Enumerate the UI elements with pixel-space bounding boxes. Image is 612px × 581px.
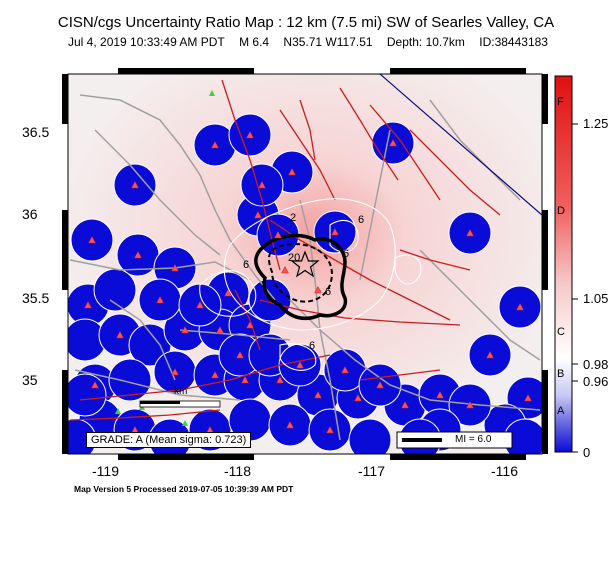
station-triangle xyxy=(354,393,362,402)
station-circle xyxy=(93,268,137,312)
colorbar-value-1-25: 1.25 xyxy=(583,116,609,131)
station-triangle xyxy=(436,390,444,399)
colorbar xyxy=(554,75,573,453)
lat-label-35-5: 35.5 xyxy=(22,290,50,306)
state-border xyxy=(379,74,542,216)
station-triangle xyxy=(466,400,474,409)
station-triangle xyxy=(224,288,232,297)
station-triangle xyxy=(331,227,339,236)
contour-label: 6 xyxy=(325,286,332,298)
mi-legend-label: MI = 6.0 xyxy=(455,434,492,445)
highways xyxy=(69,94,541,441)
lat-label-36: 36 xyxy=(22,206,38,222)
seismic-stations xyxy=(84,130,532,434)
station-triangle xyxy=(341,365,349,374)
lat-label-35: 35 xyxy=(22,372,38,388)
lon-label-117: -117 xyxy=(358,463,385,479)
station-triangle xyxy=(281,265,289,274)
colorbar-value-0: 0 xyxy=(583,445,591,460)
station-triangle xyxy=(116,330,124,339)
station-triangle xyxy=(401,400,409,409)
station-triangle xyxy=(241,375,249,384)
station-triangle xyxy=(211,140,219,149)
event-location: N35.71 W117.51 xyxy=(283,35,373,49)
colorbar-value-0-96: 0.96 xyxy=(583,374,609,389)
station-triangle xyxy=(246,320,254,329)
station-triangle xyxy=(216,325,224,334)
contour-label: 6 xyxy=(343,248,350,260)
station-triangle xyxy=(246,130,254,139)
station-circle xyxy=(108,358,152,402)
grade-label: GRADE: A (Mean sigma: 0.723) xyxy=(86,432,252,448)
colorbar-value-1-05: 1.05 xyxy=(583,291,609,306)
contour-label: 6 xyxy=(309,340,316,352)
map-title: CISN/cgs Uncertainty Ratio Map : 12 km (… xyxy=(57,14,555,31)
station-triangle xyxy=(181,325,189,334)
station-triangle xyxy=(389,138,397,147)
station-circle xyxy=(348,418,392,454)
colorbar-grade-d: D xyxy=(557,205,565,217)
scale-bar-label: km xyxy=(174,386,188,397)
colorbar-grade-f: F xyxy=(557,96,564,108)
station-triangle xyxy=(314,285,322,294)
contour-label: 6 xyxy=(243,259,250,271)
epicenter-star xyxy=(290,250,320,278)
station-triangle xyxy=(288,167,296,176)
station-triangle xyxy=(171,367,179,376)
lon-label-118: -118 xyxy=(224,463,251,479)
station-triangle xyxy=(376,380,384,389)
station-triangle xyxy=(274,230,282,239)
station-triangle xyxy=(286,420,294,429)
station-triangle xyxy=(196,300,204,309)
station-triangle xyxy=(211,370,219,379)
station-triangle xyxy=(276,375,284,384)
green-stations xyxy=(115,90,215,426)
station-triangle xyxy=(156,295,164,304)
station-triangle xyxy=(91,380,99,389)
station-triangle xyxy=(516,302,524,311)
station-triangle xyxy=(171,263,179,272)
station-triangle xyxy=(486,350,494,359)
event-datetime: Jul 4, 2019 10:33:49 AM PDT xyxy=(68,35,225,49)
event-id: ID:38443183 xyxy=(479,35,548,49)
lon-label-119: -119 xyxy=(92,463,119,479)
contour-label: 20 xyxy=(288,252,301,264)
contour-label: 2 xyxy=(290,212,297,224)
station-triangle xyxy=(258,180,266,189)
station-triangle xyxy=(134,250,142,259)
map-subtitle: Jul 4, 2019 10:33:49 AM PDT M 6.4 N35.71… xyxy=(68,35,548,49)
station-triangle xyxy=(254,210,262,219)
station-triangle xyxy=(524,393,532,402)
station-triangle xyxy=(326,425,334,434)
main-contour-dashed xyxy=(268,243,333,303)
colorbar-grade-c: C xyxy=(557,326,565,338)
frame-ticks xyxy=(62,68,548,460)
footer-processed: Map Version 5 Processed 2019-07-05 10:39… xyxy=(74,484,294,494)
contours xyxy=(199,198,422,371)
main-contour xyxy=(254,233,348,321)
lat-label-36-5: 36.5 xyxy=(22,124,50,140)
lon-label-116: -116 xyxy=(491,463,518,479)
mi-legend xyxy=(396,431,513,449)
event-depth: Depth: 10.7km xyxy=(386,35,465,49)
station-triangle xyxy=(236,350,244,359)
station-triangle xyxy=(466,228,474,237)
station-triangle xyxy=(88,235,96,244)
event-magnitude: M 6.4 xyxy=(239,35,270,49)
map-content xyxy=(68,74,542,454)
colorbar-grade-a: A xyxy=(557,405,565,417)
colorbar-grade-b: B xyxy=(557,368,565,380)
station-triangle xyxy=(296,360,304,369)
station-triangle xyxy=(131,180,139,189)
colorbar-ticks xyxy=(572,123,578,453)
station-circle xyxy=(68,373,107,417)
colorbar-value-0-98: 0.98 xyxy=(583,357,609,372)
station-triangle xyxy=(314,390,322,399)
map-scale-bar xyxy=(139,400,221,408)
faults xyxy=(69,79,501,421)
station-triangle xyxy=(84,300,92,309)
contour-label: 6 xyxy=(358,214,365,226)
